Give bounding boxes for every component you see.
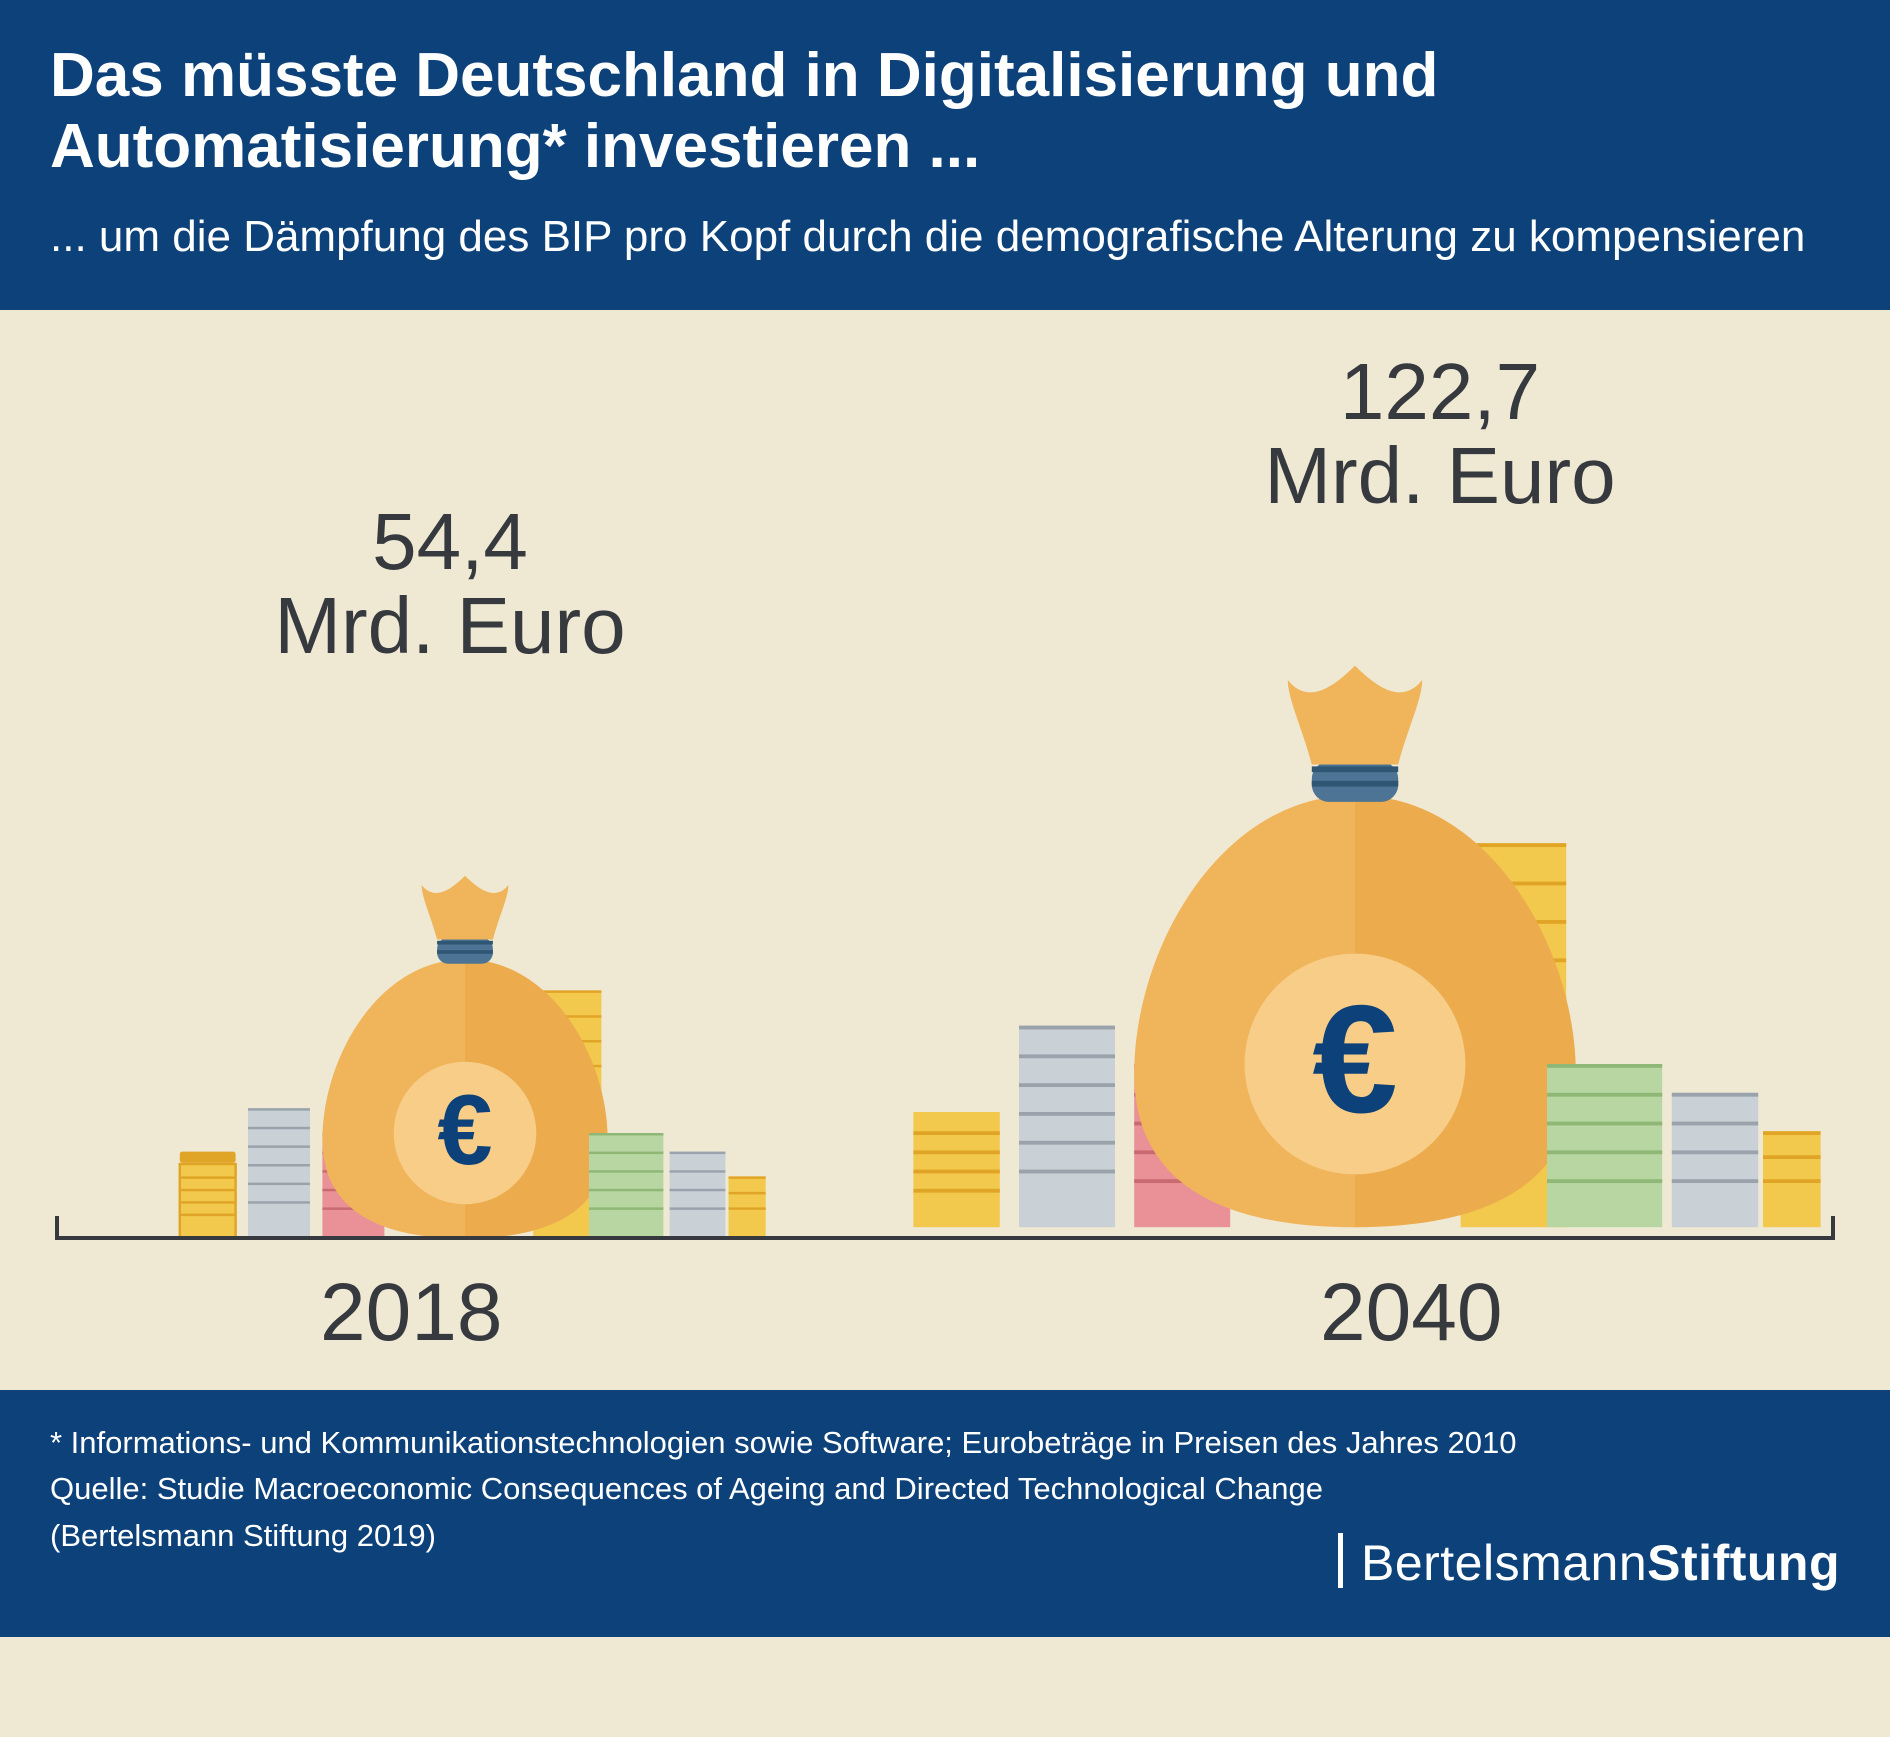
bag-slot-2018: € [55, 840, 875, 1240]
unit-2040: Mrd. Euro [1140, 434, 1740, 518]
money-bag-icon: € [155, 840, 775, 1240]
money-bag-icon: € [875, 600, 1835, 1240]
footnote: * Informations- und Kommunikationstechno… [50, 1420, 1550, 1467]
amount-2040: 122,7 [1140, 350, 1740, 434]
logo: BertelsmannStiftung [1338, 1533, 1840, 1592]
year-label-2018: 2018 [320, 1266, 502, 1360]
subtitle: ... um die Dämpfung des BIP pro Kopf dur… [50, 208, 1840, 265]
chart-area: 54,4 Mrd. Euro 122,7 Mrd. Euro [0, 310, 1890, 1390]
source-line2: (Bertelsmann Stiftung 2019) [50, 1513, 1550, 1560]
source-line1: Quelle: Studie Macroeconomic Consequence… [50, 1466, 1550, 1513]
logo-light: Bertelsmann [1361, 1535, 1647, 1591]
logo-bold: Stiftung [1647, 1535, 1840, 1591]
svg-text:€: € [1312, 973, 1397, 1145]
header: Das müsste Deutschland in Digitalisierun… [0, 0, 1890, 310]
baseline [55, 1236, 1835, 1240]
year-label-2040: 2040 [1320, 1266, 1502, 1360]
svg-text:€: € [437, 1075, 492, 1186]
amount-2018: 54,4 [190, 500, 710, 584]
main-title: Das müsste Deutschland in Digitalisierun… [50, 40, 1840, 183]
footer: * Informations- und Kommunikationstechno… [0, 1390, 1890, 1637]
bags-row: € [55, 600, 1835, 1240]
bag-slot-2040: € [875, 600, 1835, 1240]
value-label-2040: 122,7 Mrd. Euro [1140, 350, 1740, 518]
